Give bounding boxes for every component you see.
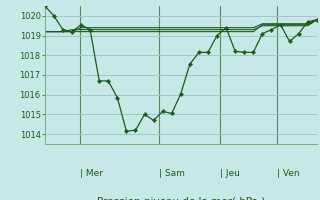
- Text: | Ven: | Ven: [277, 169, 300, 178]
- Text: Pression niveau de la mer( hPa ): Pression niveau de la mer( hPa ): [97, 196, 265, 200]
- Text: | Sam: | Sam: [159, 169, 185, 178]
- Text: | Mer: | Mer: [80, 169, 103, 178]
- Text: | Jeu: | Jeu: [220, 169, 240, 178]
